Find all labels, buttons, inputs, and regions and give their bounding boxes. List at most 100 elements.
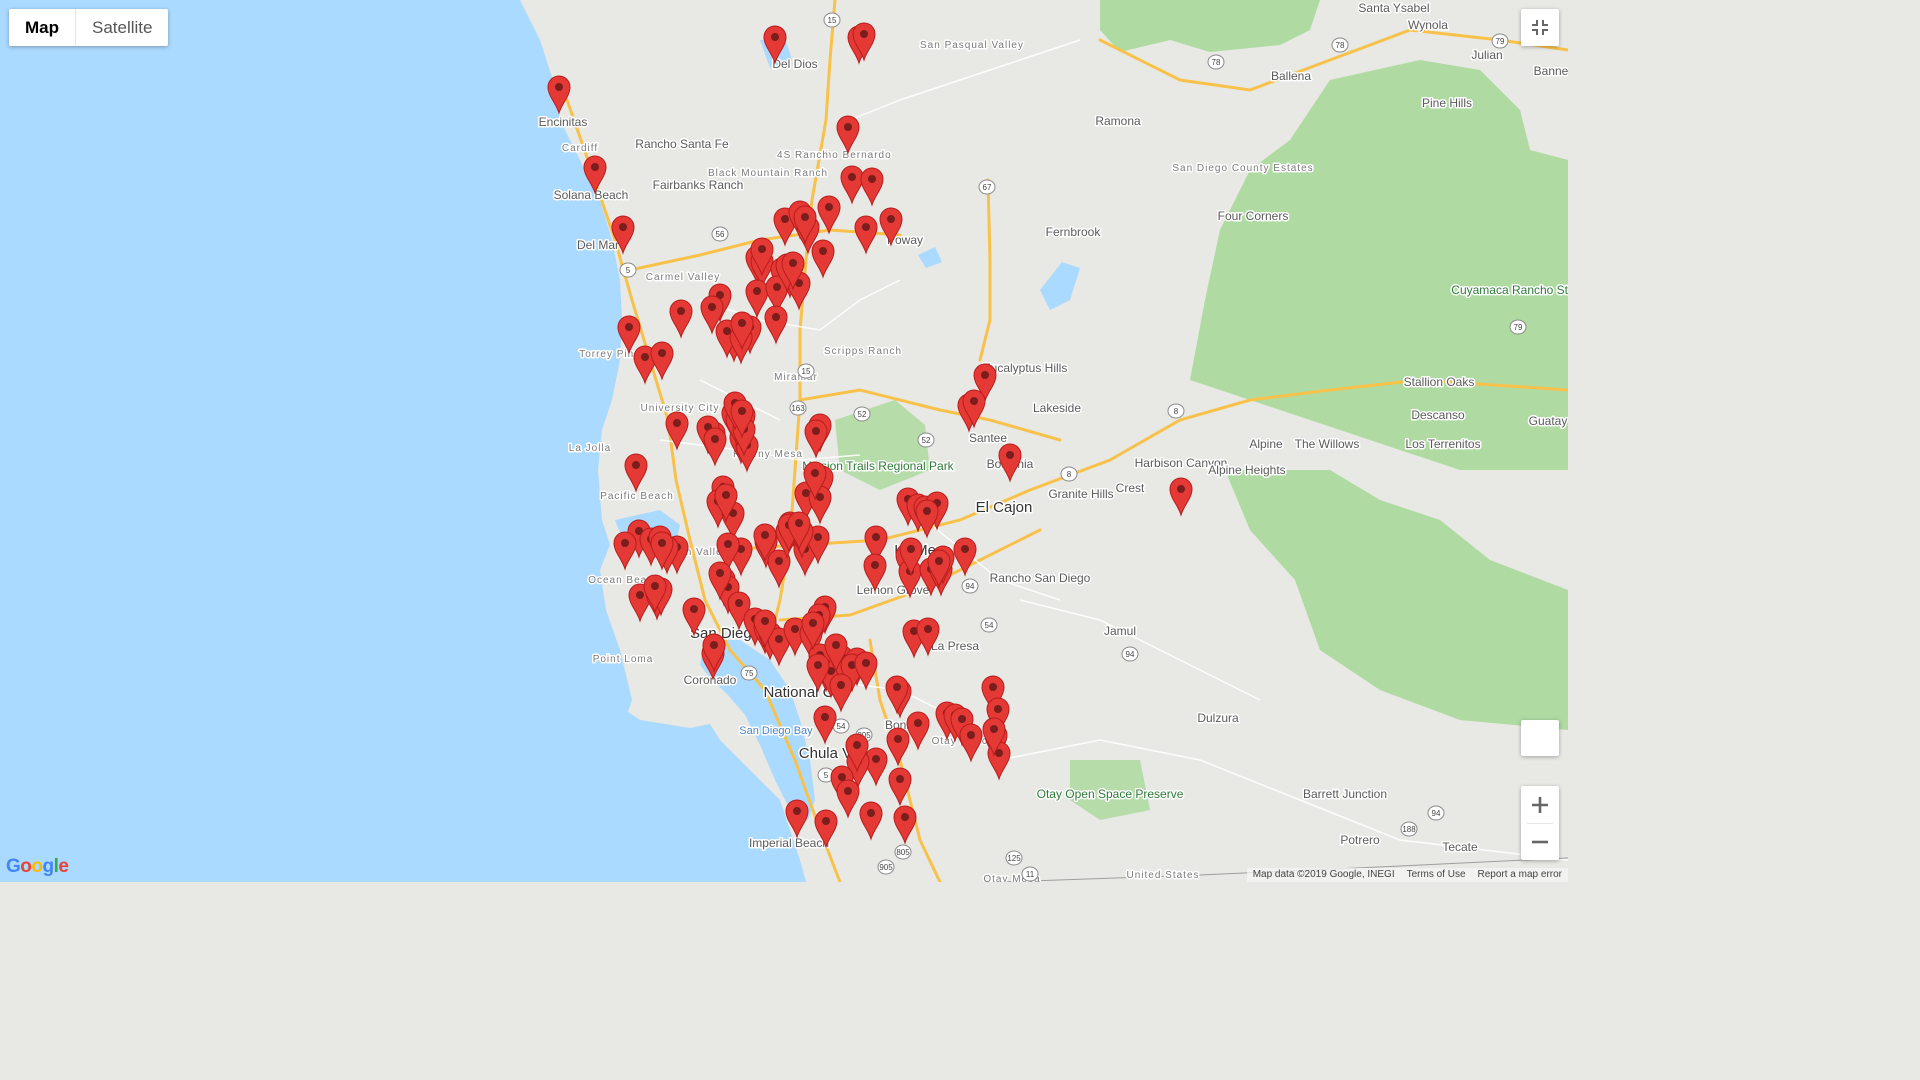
- location-marker[interactable]: [700, 295, 724, 335]
- location-marker[interactable]: [885, 675, 909, 715]
- location-marker[interactable]: [953, 537, 977, 577]
- svg-text:67: 67: [983, 183, 992, 192]
- location-marker[interactable]: [767, 627, 791, 667]
- location-marker[interactable]: [982, 717, 1006, 757]
- location-marker[interactable]: [836, 779, 860, 819]
- map-type-map-button[interactable]: Map: [9, 9, 76, 46]
- location-marker[interactable]: [547, 75, 571, 115]
- location-marker[interactable]: [750, 237, 774, 277]
- location-marker[interactable]: [986, 697, 1010, 737]
- location-marker[interactable]: [814, 809, 838, 849]
- location-marker[interactable]: [817, 195, 841, 235]
- location-marker[interactable]: [836, 115, 860, 155]
- location-marker[interactable]: [745, 279, 769, 319]
- location-marker[interactable]: [893, 805, 917, 845]
- location-marker[interactable]: [845, 733, 869, 773]
- location-marker[interactable]: [583, 155, 607, 195]
- location-marker[interactable]: [840, 165, 864, 205]
- location-marker[interactable]: [864, 525, 888, 565]
- location-marker[interactable]: [811, 239, 835, 279]
- location-marker[interactable]: [801, 611, 825, 651]
- location-marker[interactable]: [767, 549, 791, 589]
- location-marker[interactable]: [763, 25, 787, 65]
- location-marker[interactable]: [1169, 477, 1193, 517]
- svg-text:8: 8: [1067, 470, 1072, 479]
- location-marker[interactable]: [863, 553, 887, 593]
- fullscreen-button[interactable]: [1521, 9, 1559, 46]
- report-map-error-link[interactable]: Report a map error: [1477, 869, 1562, 880]
- location-marker[interactable]: [854, 215, 878, 255]
- location-marker[interactable]: [714, 483, 738, 523]
- location-marker[interactable]: [806, 653, 830, 693]
- location-marker[interactable]: [998, 443, 1022, 483]
- location-marker[interactable]: [785, 799, 809, 839]
- location-marker[interactable]: [703, 427, 727, 467]
- location-marker[interactable]: [959, 723, 983, 763]
- location-marker[interactable]: [787, 511, 811, 551]
- location-marker[interactable]: [624, 453, 648, 493]
- location-marker[interactable]: [915, 499, 939, 539]
- location-marker[interactable]: [859, 801, 883, 841]
- location-marker[interactable]: [879, 207, 903, 247]
- location-marker[interactable]: [727, 591, 751, 631]
- svg-text:5: 5: [626, 266, 631, 275]
- zoom-out-button[interactable]: [1521, 823, 1559, 860]
- location-marker[interactable]: [650, 341, 674, 381]
- location-marker[interactable]: [682, 597, 706, 637]
- svg-text:52: 52: [858, 410, 867, 419]
- location-marker[interactable]: [650, 531, 674, 571]
- location-marker[interactable]: [669, 299, 693, 339]
- location-marker[interactable]: [888, 767, 912, 807]
- location-marker[interactable]: [793, 205, 817, 245]
- location-marker[interactable]: [973, 363, 997, 403]
- terms-of-use-link[interactable]: Terms of Use: [1406, 869, 1466, 880]
- place-label: Wynola: [1408, 18, 1448, 32]
- location-marker[interactable]: [702, 633, 726, 673]
- location-marker[interactable]: [753, 523, 777, 563]
- location-marker[interactable]: [804, 419, 828, 459]
- street-view-pegman-button[interactable]: [1521, 720, 1559, 756]
- location-marker[interactable]: [765, 275, 789, 315]
- location-marker[interactable]: [981, 675, 1005, 715]
- location-marker[interactable]: [633, 345, 657, 385]
- location-marker[interactable]: [886, 727, 910, 767]
- location-marker[interactable]: [927, 549, 951, 589]
- location-marker[interactable]: [852, 22, 876, 62]
- zoom-in-button[interactable]: [1521, 786, 1559, 823]
- map-data-credit: Map data ©2019 Google, INEGI: [1252, 869, 1395, 880]
- google-logo[interactable]: Google: [6, 856, 69, 877]
- location-marker[interactable]: [730, 311, 754, 351]
- park-area: [1100, 0, 1320, 52]
- map-canvas[interactable]: Santa Ysabel Wynola Julian Ballena Banner Pin…: [0, 0, 1568, 882]
- san-diego-bay: [700, 640, 815, 820]
- location-marker[interactable]: [753, 609, 777, 649]
- location-marker[interactable]: [613, 531, 637, 571]
- map-type-satellite-button[interactable]: Satellite: [92, 18, 153, 37]
- location-marker[interactable]: [864, 747, 888, 787]
- place-label: Santa Ysabel: [1358, 1, 1429, 15]
- location-marker[interactable]: [730, 399, 754, 439]
- location-marker[interactable]: [962, 389, 986, 429]
- location-marker[interactable]: [906, 711, 930, 751]
- location-marker[interactable]: [824, 633, 848, 673]
- location-marker[interactable]: [764, 305, 788, 345]
- location-marker[interactable]: [829, 673, 853, 713]
- location-marker[interactable]: [813, 705, 837, 745]
- location-marker[interactable]: [665, 411, 689, 451]
- location-marker[interactable]: [716, 532, 740, 572]
- location-marker[interactable]: [611, 215, 635, 255]
- highway-shield: 94: [1427, 805, 1445, 821]
- highway-shield: 163: [789, 400, 807, 416]
- location-marker[interactable]: [617, 315, 641, 355]
- location-marker[interactable]: [916, 617, 940, 657]
- place-label: Imperial Beach: [749, 836, 829, 850]
- location-marker[interactable]: [854, 651, 878, 691]
- location-marker[interactable]: [803, 461, 827, 501]
- location-marker[interactable]: [643, 574, 667, 614]
- location-marker[interactable]: [708, 561, 732, 601]
- location-marker[interactable]: [781, 251, 805, 291]
- place-label: Lakeside: [1033, 401, 1081, 415]
- highway-shield: 905: [877, 859, 895, 875]
- location-marker[interactable]: [899, 537, 923, 577]
- location-marker[interactable]: [860, 167, 884, 207]
